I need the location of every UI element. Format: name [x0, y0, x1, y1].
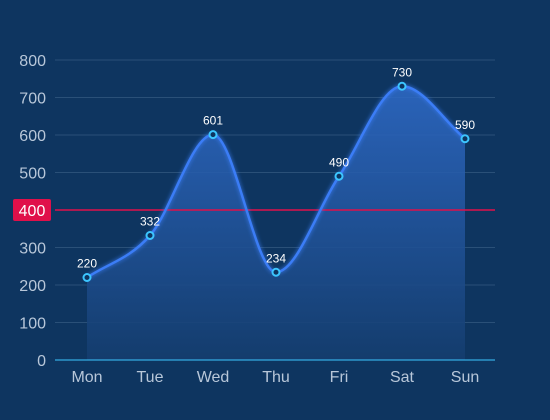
data-label-tue: 332: [140, 215, 160, 229]
y-tick-label-0: 0: [37, 353, 46, 370]
y-tick-label-600: 600: [19, 128, 46, 145]
reference-line-group: 400: [13, 199, 495, 221]
data-label-fri: 490: [329, 155, 349, 169]
data-label-thu: 234: [266, 251, 286, 265]
area-fill-group: [87, 86, 465, 360]
y-tick-label-800: 800: [19, 53, 46, 70]
x-tick-label-mon: Mon: [71, 369, 102, 386]
x-tick-label-tue: Tue: [137, 369, 164, 386]
reference-line-badge: [13, 199, 51, 221]
data-point-mon[interactable]: [82, 273, 92, 282]
y-tick-label-200: 200: [19, 278, 46, 295]
y-tick-label-500: 500: [19, 166, 46, 183]
data-point-sun[interactable]: [460, 134, 470, 144]
y-tick-label-700: 700: [19, 91, 46, 108]
data-label-sun: 590: [455, 118, 475, 132]
x-tick-label-thu: Thu: [262, 369, 290, 386]
x-tick-label-fri: Fri: [330, 369, 349, 386]
data-points: [82, 81, 470, 282]
y-tick-label-300: 300: [19, 241, 46, 258]
y-tick-label-100: 100: [19, 316, 46, 333]
axes: 0 100 200 300 500 600 700 800 Mon Tue Wed Thu Fri Sat…: [19, 53, 495, 386]
series-area: [87, 86, 465, 360]
x-tick-label-sat: Sat: [390, 369, 415, 386]
data-point-fri[interactable]: [334, 171, 344, 181]
x-tick-label-wed: Wed: [197, 369, 230, 386]
data-point-wed[interactable]: [208, 130, 218, 140]
data-labels: 220 332 601 234 490 730 590: [77, 65, 475, 270]
data-label-sat: 730: [392, 65, 412, 79]
data-label-mon: 220: [77, 257, 97, 271]
reference-line-label: 400: [19, 203, 46, 220]
data-label-wed: 601: [203, 114, 223, 128]
x-tick-label-sun: Sun: [451, 369, 479, 386]
data-point-sat[interactable]: [397, 81, 407, 91]
data-point-thu[interactable]: [271, 267, 281, 277]
data-point-tue[interactable]: [145, 231, 155, 240]
